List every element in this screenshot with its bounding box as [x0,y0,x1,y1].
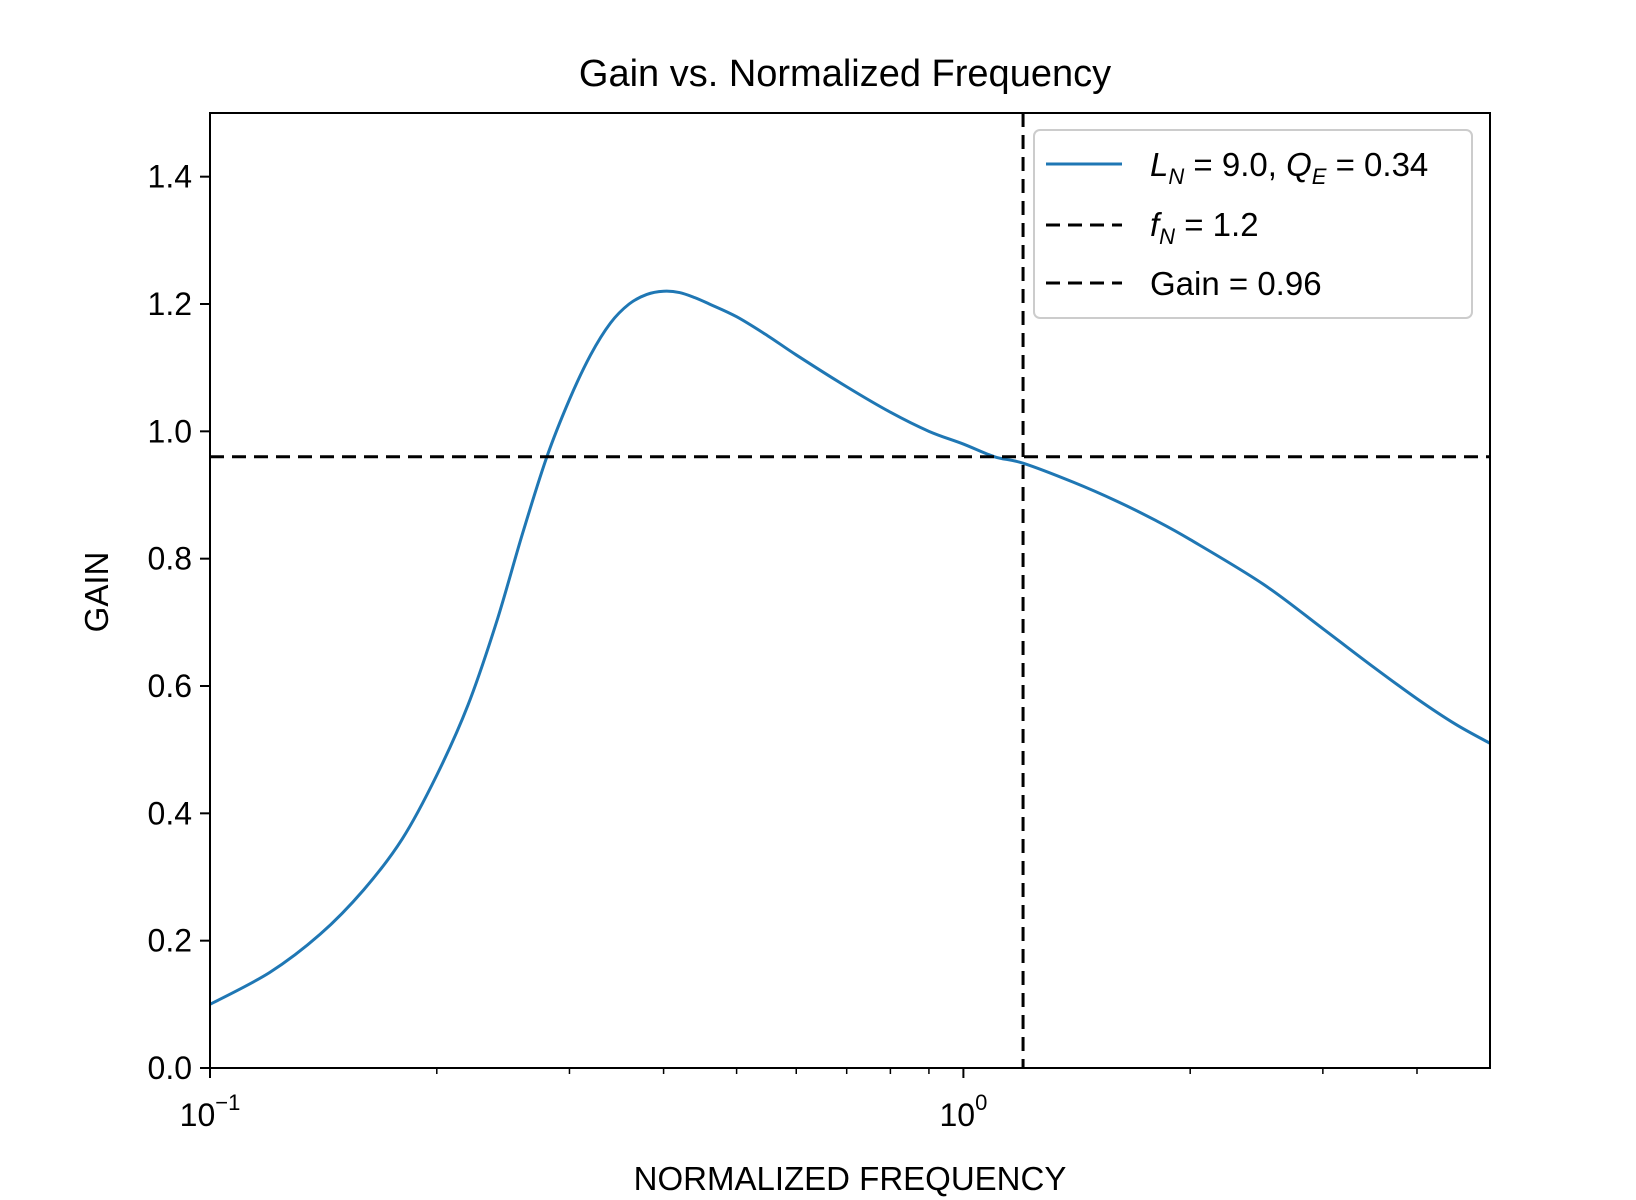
y-tick-label: 0.2 [148,923,192,959]
gain-curve [210,289,1490,1006]
legend-box [1033,129,1473,319]
x-axis-ticks: 10−1 100 [180,1068,1418,1133]
x-tick-label: 10−1 [180,1090,241,1133]
legend-label-curve: LN = 9.0, QE = 0.34 [1150,146,1428,189]
x-axis-label: NORMALIZED FREQUENCY [634,1160,1067,1197]
y-tick-label: 1.0 [148,413,192,449]
x-tick-label: 100 [939,1090,987,1133]
legend-label-gain: Gain = 0.96 [1150,265,1322,302]
plot-frame [209,112,1491,1069]
chart-title: Gain vs. Normalized Frequency [579,53,1111,95]
legend: LN = 9.0, QE = 0.34 fN = 1.2 Gain = 0.96 [1033,129,1473,319]
y-axis-label: GAIN [78,552,115,633]
y-axis-ticks: 0.0 0.2 0.4 0.6 0.8 1.0 1.2 1.4 [148,159,210,1086]
y-tick-label: 0.6 [148,668,192,704]
y-tick-label: 0.4 [148,795,192,831]
y-tick-label: 0.0 [148,1050,192,1086]
y-tick-label: 1.4 [148,159,192,195]
y-tick-label: 1.2 [148,286,192,322]
y-tick-label: 0.8 [148,541,192,577]
